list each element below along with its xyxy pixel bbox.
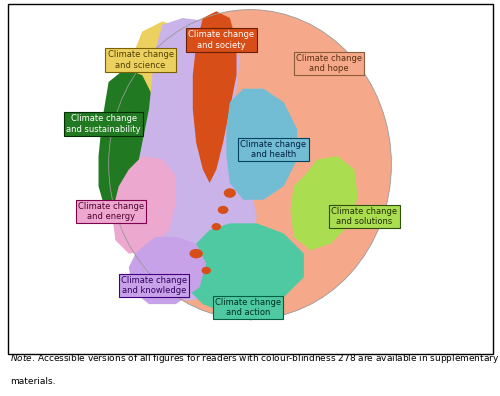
Polygon shape xyxy=(98,69,156,210)
Polygon shape xyxy=(226,89,297,200)
Text: Climate change
and society: Climate change and society xyxy=(188,30,254,50)
Polygon shape xyxy=(116,21,203,149)
Text: Climate change
and solutions: Climate change and solutions xyxy=(332,207,398,226)
Ellipse shape xyxy=(202,267,211,274)
Text: Climate change
and sustainability: Climate change and sustainability xyxy=(66,114,141,134)
Text: Climate change
and action: Climate change and action xyxy=(216,298,282,317)
Text: Climate change
and knowledge: Climate change and knowledge xyxy=(121,276,187,295)
Ellipse shape xyxy=(190,249,203,258)
Text: Climate change
and energy: Climate change and energy xyxy=(78,202,144,221)
Polygon shape xyxy=(290,156,358,250)
Polygon shape xyxy=(182,223,304,314)
Text: $\it{Note}$. Accessible versions of all figures for readers with colour-blindnes: $\it{Note}$. Accessible versions of all … xyxy=(10,352,500,366)
Polygon shape xyxy=(193,11,236,183)
Ellipse shape xyxy=(212,223,221,230)
Polygon shape xyxy=(250,18,384,321)
Text: materials.: materials. xyxy=(10,377,56,386)
Ellipse shape xyxy=(224,188,236,198)
Polygon shape xyxy=(112,156,176,253)
Text: Climate change
and hope: Climate change and hope xyxy=(296,54,362,73)
Polygon shape xyxy=(129,18,256,301)
Ellipse shape xyxy=(108,10,392,319)
Polygon shape xyxy=(129,237,206,304)
Text: Climate change
and health: Climate change and health xyxy=(240,140,306,159)
Ellipse shape xyxy=(218,206,228,214)
Text: Climate change
and science: Climate change and science xyxy=(108,50,174,70)
